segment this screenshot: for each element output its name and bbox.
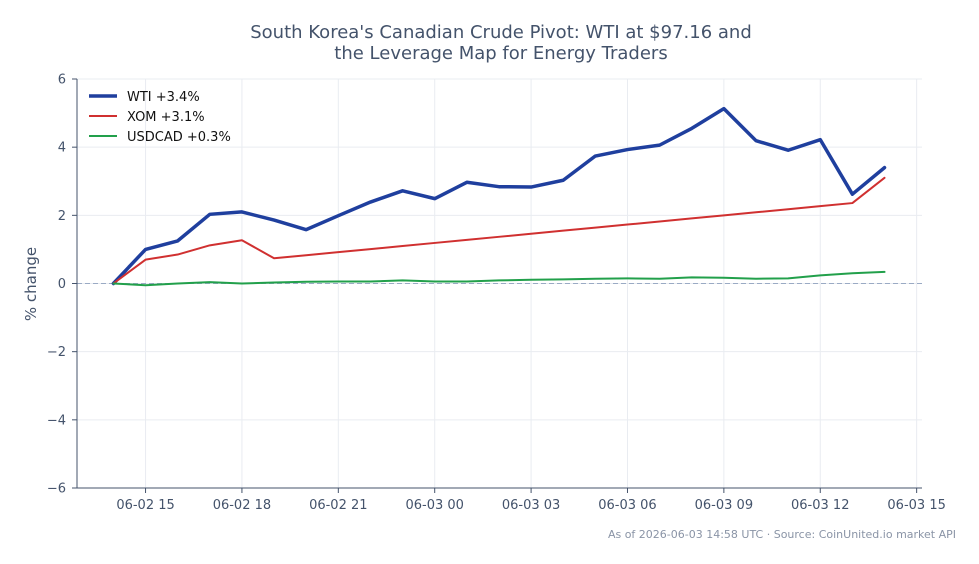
y-tick-label-2: −2: [47, 345, 66, 360]
series-line-usdcad: [112, 270, 886, 287]
source-footer: As of 2026-06-03 14:58 UTC · Source: Coi…: [608, 528, 956, 541]
x-tick-label-2: 06-02 21: [309, 498, 367, 513]
y-tick-label-1: −4: [47, 413, 66, 428]
chart-title-line-1: South Korea's Canadian Crude Pivot: WTI …: [250, 22, 752, 43]
x-tick-label-5: 06-03 06: [598, 498, 656, 513]
y-axis-ticks: −6 −4 −2 0 2 4 6: [47, 73, 77, 497]
legend: WTI +3.4% XOM +3.1% USDCAD +0.3%: [89, 90, 231, 145]
series-line-xom: [112, 176, 886, 285]
x-tick-label-3: 06-03 00: [405, 498, 463, 513]
chart-title-line-2: the Leverage Map for Energy Traders: [334, 43, 667, 64]
y-axis-label: % change: [22, 247, 40, 321]
x-tick-label-7: 06-03 12: [791, 498, 849, 513]
y-tick-label-6: 6: [58, 73, 66, 88]
x-tick-label-8: 06-03 15: [887, 498, 945, 513]
series-line-wti: [111, 106, 887, 286]
y-tick-label-4: 2: [58, 209, 66, 224]
x-tick-label-0: 06-02 15: [116, 498, 174, 513]
legend-label-xom: XOM +3.1%: [127, 110, 205, 125]
series-lines: [111, 106, 887, 287]
y-tick-label-0: −6: [47, 482, 66, 497]
legend-label-usdcad: USDCAD +0.3%: [127, 130, 231, 145]
chart-title: South Korea's Canadian Crude Pivot: WTI …: [250, 22, 752, 64]
x-tick-label-1: 06-02 18: [213, 498, 271, 513]
y-tick-label-5: 4: [58, 141, 66, 156]
x-tick-label-6: 06-03 09: [695, 498, 753, 513]
legend-label-wti: WTI +3.4%: [127, 90, 200, 105]
y-tick-label-3: 0: [58, 277, 66, 292]
x-axis-ticks: 06-02 15 06-02 18 06-02 21 06-03 00 06-03 03…: [116, 488, 946, 513]
x-tick-label-4: 06-03 03: [502, 498, 560, 513]
